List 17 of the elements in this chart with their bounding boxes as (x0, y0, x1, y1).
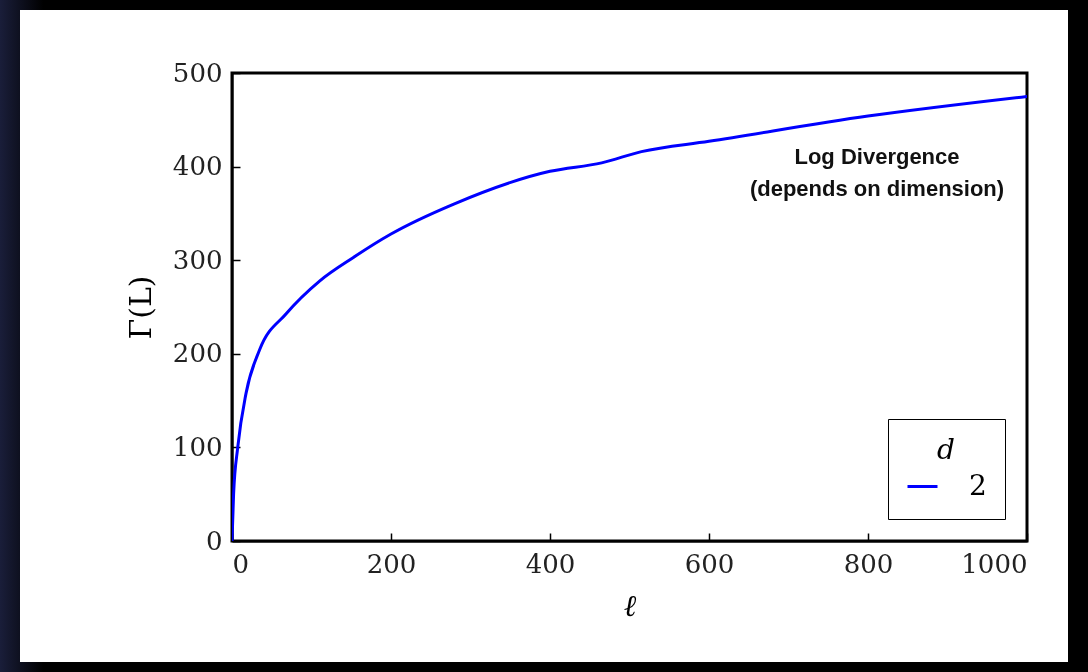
y-tick-label: 100 (172, 431, 223, 462)
x-tick-label: 800 (843, 548, 894, 579)
x-tick-label: 0 (232, 548, 250, 579)
x-axis-title: ℓ (623, 587, 637, 623)
y-tick-label: 300 (172, 244, 223, 275)
legend-label: 2 (969, 468, 987, 502)
y-tick-label: 500 (172, 57, 223, 88)
x-tick-label: 1000 (961, 548, 1028, 579)
y-tick-label: 0 (205, 525, 223, 556)
y-axis-title: Γ(L) (122, 275, 158, 340)
y-tick-label: 400 (172, 151, 223, 182)
x-tick-label: 600 (684, 548, 735, 579)
legend-title: d (937, 433, 955, 466)
annotation: Log Divergence (depends on dimension) (749, 144, 1005, 201)
x-tick-label: 200 (366, 548, 417, 579)
x-tick-label: 400 (525, 548, 576, 579)
y-tick-label: 200 (172, 338, 223, 369)
